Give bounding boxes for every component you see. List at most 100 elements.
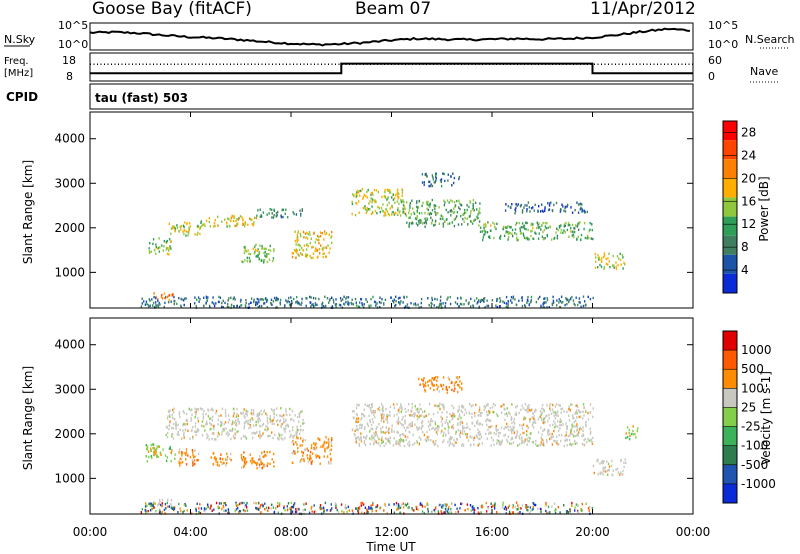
data-cell bbox=[191, 449, 194, 452]
cpid-panel: CPID tau (fast) 503 bbox=[6, 83, 694, 110]
data-cell bbox=[257, 248, 259, 251]
data-cell bbox=[293, 450, 295, 453]
data-cell bbox=[462, 444, 465, 447]
data-cell bbox=[398, 408, 400, 412]
data-cell bbox=[619, 252, 621, 255]
data-cell bbox=[357, 429, 359, 432]
data-cell bbox=[384, 212, 386, 215]
data-cell bbox=[619, 473, 621, 476]
data-cell bbox=[246, 412, 248, 415]
data-cell bbox=[230, 219, 232, 223]
data-cell bbox=[571, 230, 573, 233]
data-cell bbox=[244, 225, 246, 228]
data-cell bbox=[217, 431, 220, 434]
data-cell bbox=[191, 413, 193, 416]
data-cell bbox=[572, 416, 574, 419]
data-cell bbox=[257, 417, 259, 421]
data-cell bbox=[531, 416, 533, 419]
data-cell bbox=[456, 297, 459, 300]
data-cell bbox=[462, 217, 464, 221]
data-cell bbox=[452, 211, 455, 214]
data-cell bbox=[553, 439, 555, 443]
data-cell bbox=[228, 297, 230, 300]
data-cell bbox=[548, 417, 550, 420]
data-cell bbox=[171, 449, 173, 452]
data-cell bbox=[357, 508, 360, 512]
data-cell bbox=[261, 245, 263, 248]
data-cell bbox=[296, 296, 298, 299]
data-cell bbox=[569, 409, 571, 412]
data-cell bbox=[172, 293, 174, 296]
data-cell bbox=[364, 503, 366, 506]
data-cell bbox=[261, 413, 263, 416]
data-cell bbox=[537, 226, 540, 229]
data-cell bbox=[355, 301, 357, 304]
data-cell bbox=[273, 510, 276, 514]
data-cell bbox=[532, 422, 534, 425]
data-cell bbox=[496, 222, 498, 225]
data-cell bbox=[438, 504, 440, 507]
data-cell bbox=[462, 404, 464, 408]
data-cell bbox=[507, 506, 510, 509]
data-cell bbox=[507, 232, 510, 235]
data-cell bbox=[509, 413, 511, 416]
data-cell bbox=[277, 502, 279, 505]
data-cell bbox=[458, 414, 460, 418]
data-cell bbox=[273, 249, 275, 253]
data-cell bbox=[425, 384, 427, 387]
data-cell bbox=[491, 505, 493, 509]
data-cell bbox=[393, 437, 395, 440]
data-cell bbox=[218, 300, 220, 304]
data-cell bbox=[432, 178, 435, 181]
data-cell bbox=[369, 430, 371, 433]
data-cell bbox=[245, 412, 247, 415]
data-cell bbox=[564, 439, 566, 442]
data-cell bbox=[326, 297, 329, 300]
data-cell bbox=[296, 249, 298, 252]
data-cell bbox=[276, 298, 279, 301]
data-cell bbox=[602, 466, 604, 470]
data-cell bbox=[556, 440, 558, 443]
data-cell bbox=[542, 302, 545, 305]
data-cell bbox=[172, 427, 174, 430]
data-cell bbox=[363, 439, 366, 443]
data-cell bbox=[310, 305, 312, 308]
data-cell bbox=[471, 506, 473, 509]
data-cell bbox=[577, 409, 580, 412]
data-cell bbox=[298, 413, 301, 416]
data-cell bbox=[145, 455, 147, 458]
data-cell bbox=[576, 429, 578, 432]
data-cell bbox=[194, 296, 196, 299]
data-cell bbox=[323, 444, 325, 447]
data-cell bbox=[301, 297, 303, 301]
data-cell bbox=[559, 427, 561, 430]
data-cell bbox=[461, 502, 464, 505]
colorbar-tick-label: 20 bbox=[741, 171, 756, 185]
data-cell bbox=[169, 445, 171, 449]
data-cell bbox=[364, 403, 366, 406]
data-cell bbox=[469, 403, 471, 406]
data-cell bbox=[548, 204, 551, 207]
data-cell bbox=[408, 209, 411, 212]
data-cell bbox=[170, 506, 172, 509]
data-cell bbox=[228, 432, 230, 436]
data-cell bbox=[379, 210, 381, 214]
data-cell bbox=[558, 433, 560, 437]
data-cell bbox=[173, 417, 175, 421]
data-cell bbox=[511, 417, 513, 420]
data-cell bbox=[243, 414, 245, 417]
colorbar-swatch bbox=[723, 121, 737, 141]
data-cell bbox=[310, 507, 312, 510]
data-cell bbox=[196, 233, 198, 236]
data-cell bbox=[180, 297, 182, 301]
data-cell bbox=[454, 205, 456, 209]
noise-tick-bottom-right: 10^0 bbox=[708, 38, 738, 51]
data-cell bbox=[424, 505, 426, 508]
data-cell bbox=[391, 424, 393, 427]
data-cell bbox=[508, 428, 510, 432]
data-cell bbox=[249, 217, 251, 220]
data-cell bbox=[221, 407, 224, 410]
data-cell bbox=[560, 231, 562, 234]
data-cell bbox=[515, 233, 518, 236]
data-cell bbox=[552, 299, 555, 302]
